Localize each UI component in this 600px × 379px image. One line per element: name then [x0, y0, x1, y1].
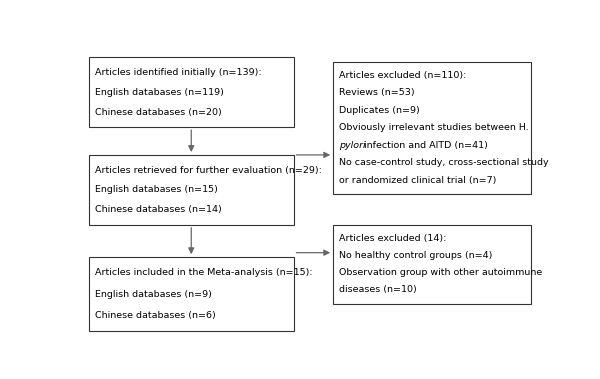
FancyBboxPatch shape — [333, 225, 531, 304]
Text: English databases (n=9): English databases (n=9) — [95, 290, 211, 299]
Text: Articles excluded (14):: Articles excluded (14): — [338, 234, 446, 243]
Text: Observation group with other autoimmune: Observation group with other autoimmune — [338, 268, 542, 277]
Text: pylori: pylori — [338, 141, 365, 150]
FancyBboxPatch shape — [89, 57, 293, 127]
Text: Articles identified initially (n=139):: Articles identified initially (n=139): — [95, 68, 261, 77]
Text: or randomized clinical trial (n=7): or randomized clinical trial (n=7) — [338, 176, 496, 185]
Text: English databases (n=15): English databases (n=15) — [95, 185, 217, 194]
Text: infection and AITD (n=41): infection and AITD (n=41) — [361, 141, 488, 150]
Text: Articles included in the Meta-analysis (n=15):: Articles included in the Meta-analysis (… — [95, 268, 312, 277]
Text: Articles retrieved for further evaluation (n=29):: Articles retrieved for further evaluatio… — [95, 166, 322, 175]
Text: Chinese databases (n=20): Chinese databases (n=20) — [95, 108, 221, 116]
FancyBboxPatch shape — [89, 257, 293, 332]
Text: English databases (n=119): English databases (n=119) — [95, 88, 223, 97]
FancyBboxPatch shape — [89, 155, 293, 225]
FancyBboxPatch shape — [333, 61, 531, 194]
Text: Obviously irrelevant studies between H.: Obviously irrelevant studies between H. — [338, 124, 529, 132]
Text: diseases (n=10): diseases (n=10) — [338, 285, 416, 294]
Text: Articles excluded (n=110):: Articles excluded (n=110): — [338, 71, 466, 80]
Text: Chinese databases (n=14): Chinese databases (n=14) — [95, 205, 221, 214]
Text: Duplicates (n=9): Duplicates (n=9) — [338, 106, 419, 115]
Text: No case-control study, cross-sectional study: No case-control study, cross-sectional s… — [338, 158, 548, 168]
Text: No healthy control groups (n=4): No healthy control groups (n=4) — [338, 251, 492, 260]
Text: Reviews (n=53): Reviews (n=53) — [338, 88, 414, 97]
Text: Chinese databases (n=6): Chinese databases (n=6) — [95, 311, 215, 320]
